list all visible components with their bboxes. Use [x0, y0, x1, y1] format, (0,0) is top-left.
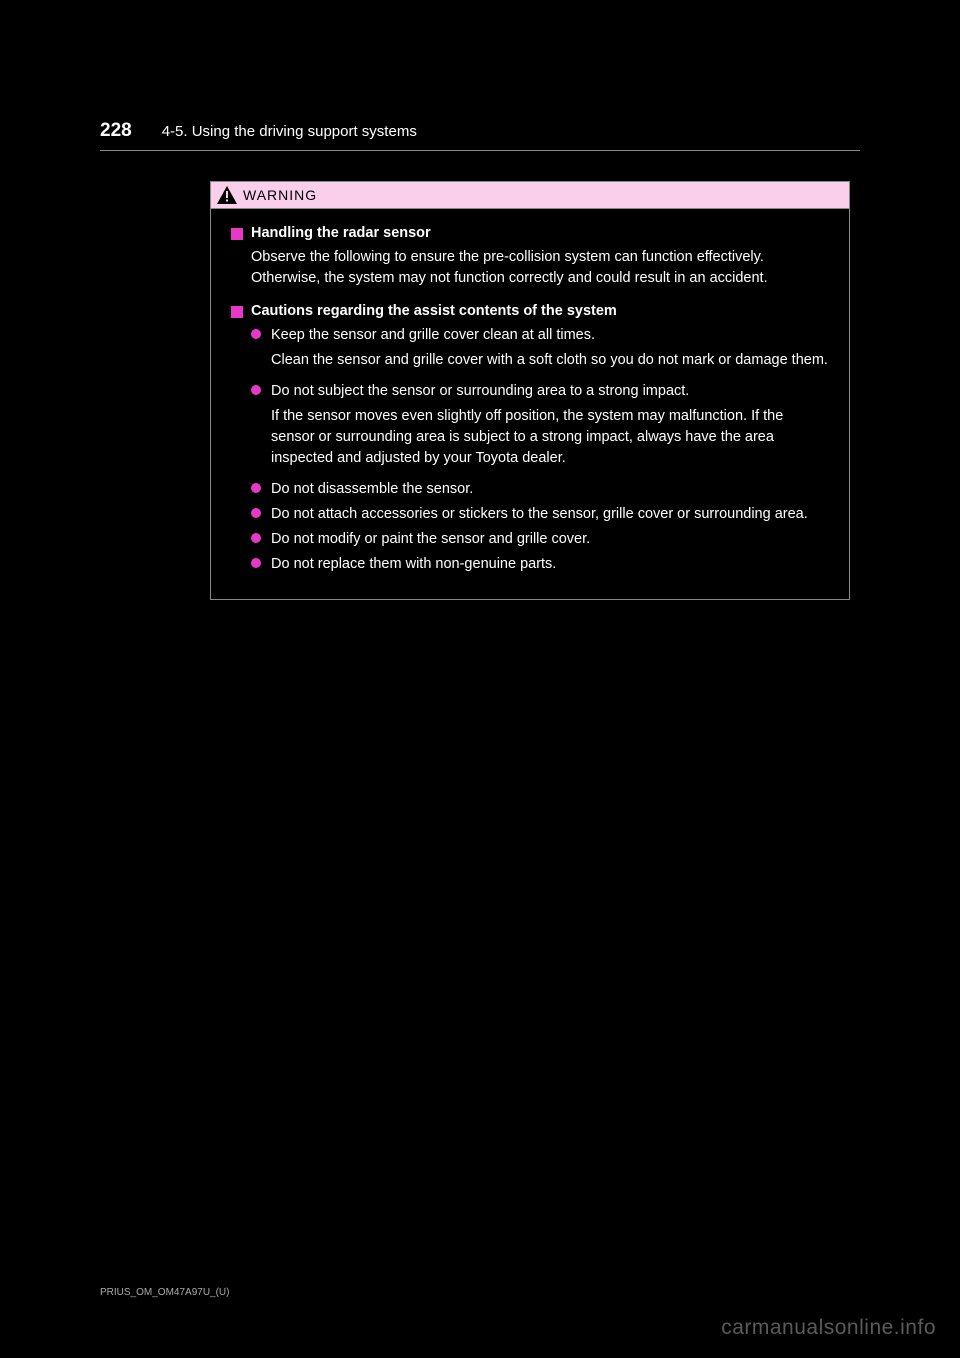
warning-section-item: Handling the radar sensor — [231, 225, 829, 241]
section-body-text: Observe the following to ensure the pre-… — [251, 247, 829, 289]
bullet-lead: Do not disassemble the sensor. — [271, 479, 473, 500]
square-bullet-icon — [231, 306, 243, 318]
warning-triangle-icon — [217, 186, 237, 204]
section-heading: Handling the radar sensor — [251, 225, 431, 241]
bullet-body-text: If the sensor moves even slightly off po… — [271, 406, 829, 469]
round-bullet-icon — [251, 533, 261, 543]
bullet-item: Do not disassemble the sensor. — [251, 479, 829, 500]
round-bullet-icon — [251, 508, 261, 518]
header-divider — [100, 150, 860, 151]
bullet-lead: Do not subject the sensor or surrounding… — [271, 381, 689, 402]
bullet-lead: Do not replace them with non-genuine par… — [271, 554, 556, 575]
warning-box: WARNING Handling the radar sensor Observ… — [210, 181, 850, 600]
page-header: 228 4-5. Using the driving support syste… — [100, 120, 860, 142]
bullet-item: Keep the sensor and grille cover clean a… — [251, 325, 829, 346]
bullet-body-text: Clean the sensor and grille cover with a… — [271, 350, 829, 371]
round-bullet-icon — [251, 385, 261, 395]
round-bullet-icon — [251, 483, 261, 493]
page-number: 228 — [100, 120, 132, 142]
bullet-lead: Do not attach accessories or stickers to… — [271, 504, 808, 525]
manual-page: 228 4-5. Using the driving support syste… — [0, 0, 960, 660]
warning-content: Handling the radar sensor Observe the fo… — [211, 209, 849, 599]
bullet-lead: Do not modify or paint the sensor and gr… — [271, 529, 590, 550]
watermark-text: carmanualsonline.info — [721, 1316, 936, 1340]
section-heading: Cautions regarding the assist contents o… — [251, 303, 617, 319]
warning-header: WARNING — [211, 182, 849, 209]
round-bullet-icon — [251, 558, 261, 568]
warning-label: WARNING — [243, 187, 317, 203]
square-bullet-icon — [231, 228, 243, 240]
footer-document-code: PRIUS_OM_OM47A97U_(U) — [100, 1287, 229, 1298]
section-title: 4-5. Using the driving support systems — [162, 123, 417, 140]
bullet-item: Do not attach accessories or stickers to… — [251, 504, 829, 525]
bullet-item: Do not modify or paint the sensor and gr… — [251, 529, 829, 550]
warning-section-item: Cautions regarding the assist contents o… — [231, 303, 829, 319]
bullet-item: Do not replace them with non-genuine par… — [251, 554, 829, 575]
bullet-lead: Keep the sensor and grille cover clean a… — [271, 325, 595, 346]
bullet-item: Do not subject the sensor or surrounding… — [251, 381, 829, 402]
round-bullet-icon — [251, 329, 261, 339]
